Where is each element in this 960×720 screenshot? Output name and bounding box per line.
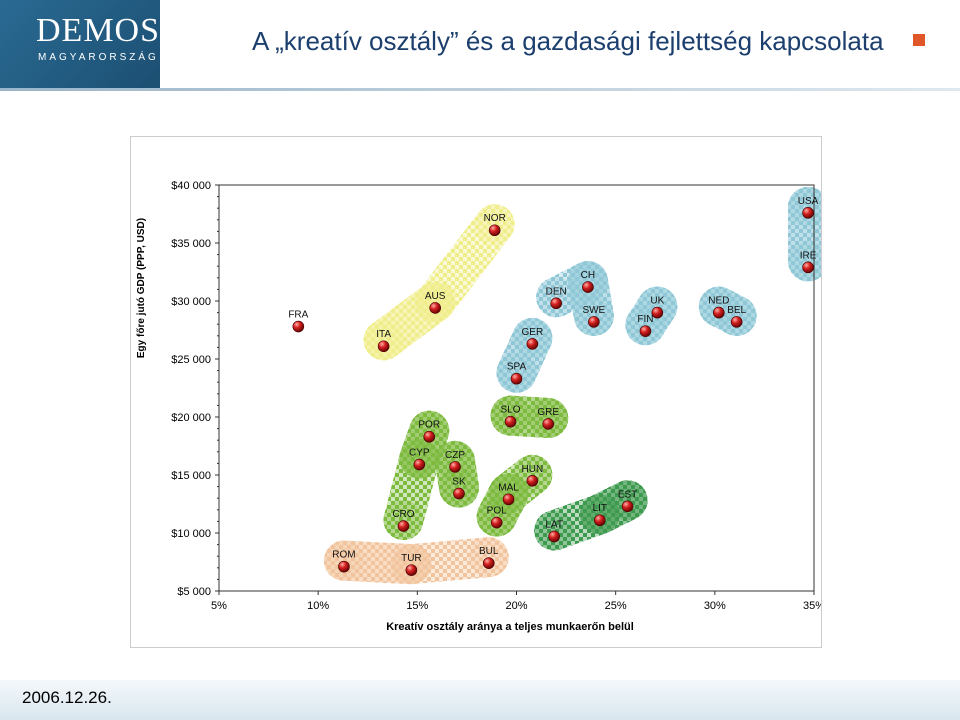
scatter-chart: $5 000 $10 000 $15 000 $20 000 $25 000 $30 00… bbox=[171, 180, 821, 612]
data-point-cro bbox=[397, 520, 410, 532]
data-label: POL bbox=[487, 506, 507, 517]
data-label: SWE bbox=[582, 305, 605, 316]
y-tick-label: $30 000 bbox=[171, 296, 211, 308]
data-label: GRE bbox=[537, 407, 559, 418]
data-point-bul bbox=[482, 557, 495, 569]
data-label: POR bbox=[418, 420, 440, 431]
logo-sub-text: MAGYARORSZÁG bbox=[38, 52, 159, 63]
slide-title: A „kreatív osztály” és a gazdasági fejle… bbox=[252, 26, 884, 56]
group-blob-link bbox=[534, 494, 620, 551]
data-label: NOR bbox=[484, 213, 506, 224]
group-blob-link bbox=[323, 540, 432, 585]
data-label: FRA bbox=[288, 310, 308, 321]
data-point-est bbox=[621, 500, 634, 513]
data-point-uk bbox=[651, 306, 664, 319]
data-label: UK bbox=[650, 296, 664, 307]
header-bar bbox=[160, 0, 960, 88]
title-bullet-icon bbox=[913, 34, 925, 46]
data-point-hun bbox=[526, 474, 539, 487]
group-blob-link bbox=[363, 281, 456, 361]
data-point-sk bbox=[453, 487, 465, 500]
x-tick-label: 30% bbox=[704, 600, 726, 612]
data-label: SLO bbox=[501, 405, 521, 416]
data-label: BUL bbox=[479, 546, 499, 557]
logo-main-text: DEMOS bbox=[36, 12, 161, 49]
data-point-aus bbox=[429, 302, 441, 314]
data-label: DEN bbox=[546, 286, 567, 297]
data-label: CH bbox=[581, 270, 595, 281]
data-point-swe bbox=[588, 316, 600, 328]
x-tick-label: 35% bbox=[803, 600, 821, 612]
y-tick-label: $20 000 bbox=[171, 412, 211, 424]
data-label: BEL bbox=[727, 305, 746, 316]
data-label: HUN bbox=[522, 464, 544, 475]
y-axis-title: Egy főre jutó GDP (PPP, USD) bbox=[136, 217, 147, 359]
data-point-usa bbox=[802, 207, 814, 219]
data-label: LAT bbox=[545, 519, 563, 530]
data-label: IRE bbox=[800, 250, 817, 261]
data-label: LIT bbox=[593, 503, 607, 514]
data-point-ire bbox=[802, 261, 814, 274]
data-label: TUR bbox=[401, 553, 422, 564]
data-label: MAL bbox=[498, 482, 519, 493]
data-label: AUS bbox=[425, 291, 446, 302]
x-tick-label: 10% bbox=[307, 600, 329, 612]
y-tick-label: $5 000 bbox=[177, 586, 211, 598]
data-point-fin bbox=[639, 325, 652, 337]
y-tick-label: $40 000 bbox=[171, 180, 211, 192]
data-point-mal bbox=[502, 493, 515, 506]
y-tick-label: $25 000 bbox=[171, 354, 211, 366]
data-label: ITA bbox=[376, 329, 391, 340]
data-label: SK bbox=[452, 477, 466, 488]
data-point-nor bbox=[488, 224, 501, 237]
data-label: GER bbox=[522, 327, 544, 338]
data-point-tur bbox=[405, 564, 418, 576]
demos-logo: DEMOS MAGYARORSZÁG bbox=[0, 0, 160, 88]
data-point-lat bbox=[548, 530, 560, 543]
data-point-lit bbox=[593, 514, 606, 527]
data-label: NED bbox=[708, 296, 729, 307]
group-blob-link bbox=[490, 395, 569, 438]
data-label: USA bbox=[798, 196, 819, 207]
data-point-ned bbox=[712, 306, 725, 319]
data-label: SPA bbox=[507, 362, 527, 373]
y-tick-label: $35 000 bbox=[171, 238, 211, 250]
data-label: EST bbox=[618, 489, 637, 500]
x-tick-label: 15% bbox=[406, 600, 428, 612]
x-tick-label: 5% bbox=[211, 600, 227, 612]
x-tick-label: 25% bbox=[605, 600, 627, 612]
data-point-slo bbox=[504, 415, 517, 428]
x-tick-label: 20% bbox=[505, 600, 527, 612]
data-point-ger bbox=[526, 338, 539, 350]
y-tick-label: $10 000 bbox=[171, 528, 211, 540]
data-point-por bbox=[423, 430, 436, 443]
data-label: FIN bbox=[637, 314, 653, 325]
data-point-ch bbox=[582, 281, 594, 293]
data-label: CYP bbox=[409, 448, 430, 459]
data-point-rom bbox=[338, 560, 350, 573]
data-point-den bbox=[550, 297, 562, 310]
data-point-pol bbox=[490, 516, 503, 529]
data-label: ROM bbox=[332, 550, 355, 561]
data-point-spa bbox=[510, 372, 523, 385]
footer-bar bbox=[0, 680, 960, 720]
data-label: CRO bbox=[392, 509, 414, 520]
x-axis-title: Kreatív osztály aránya a teljes munkaerő… bbox=[386, 621, 634, 633]
data-label: CZP bbox=[445, 450, 465, 461]
header-divider bbox=[0, 88, 960, 91]
y-tick-label: $15 000 bbox=[171, 470, 211, 482]
data-point-czp bbox=[449, 461, 461, 473]
data-point-fra bbox=[292, 320, 305, 333]
slide-date: 2006.12.26. bbox=[22, 688, 112, 707]
data-point-bel bbox=[730, 316, 743, 328]
data-point-ita bbox=[377, 340, 390, 353]
chart-frame: $5 000 $10 000 $15 000 $20 000 $25 000 $30 00… bbox=[130, 136, 822, 648]
data-point-gre bbox=[542, 418, 555, 430]
data-point-cyp bbox=[413, 458, 426, 471]
